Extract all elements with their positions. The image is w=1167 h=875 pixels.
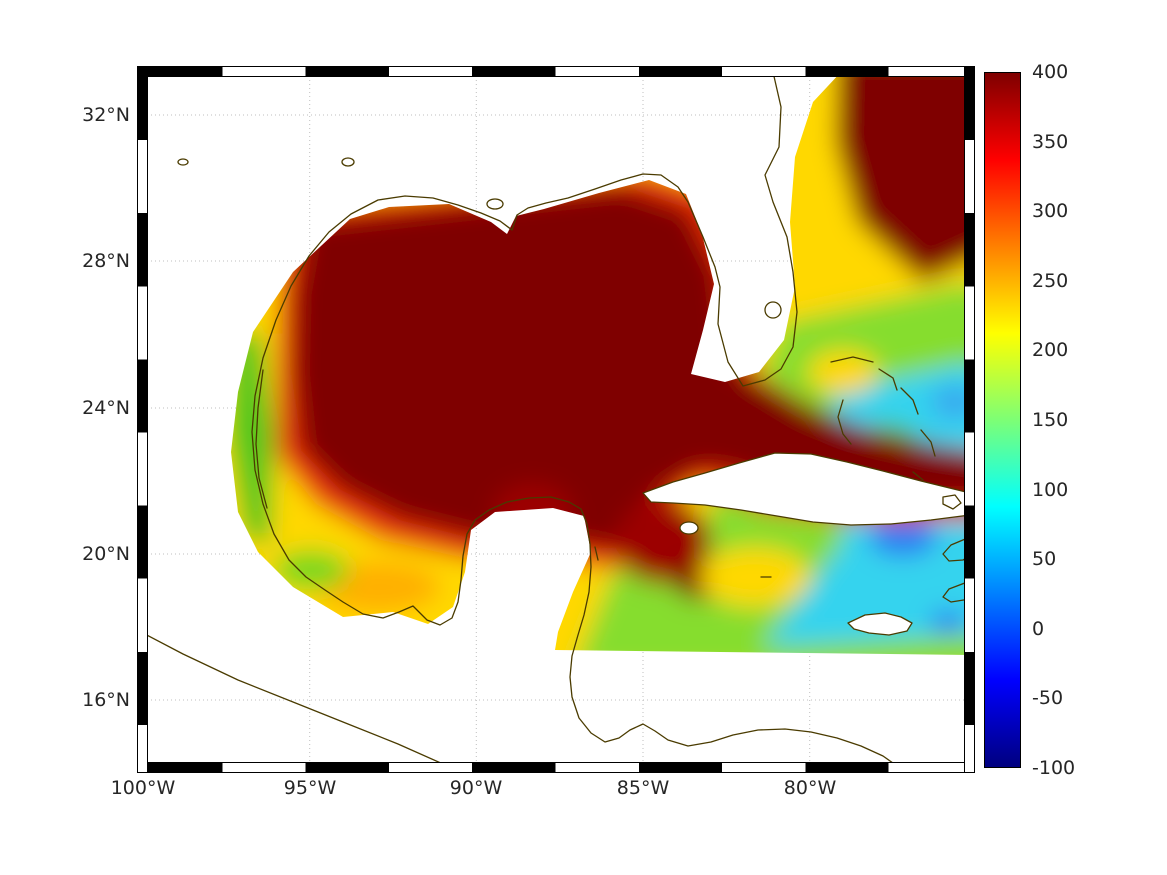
x-tick-label: 85°W <box>616 777 670 799</box>
colorbar-tick-label: 400 <box>1032 61 1069 83</box>
colorbar-tick-label: -100 <box>1032 757 1076 779</box>
lake-okeechobee <box>764 301 782 319</box>
y-tick-label: 20°N <box>82 543 130 565</box>
y-tick-label: 16°N <box>82 689 130 711</box>
bahamas-islands <box>830 356 962 510</box>
y-tick-label: 28°N <box>82 250 130 272</box>
y-tick-label: 24°N <box>82 397 130 419</box>
pacific-coastline <box>143 632 454 768</box>
map-frame-border-bottom <box>138 762 975 773</box>
cuba-island <box>642 452 970 526</box>
colorbar-tick-label: 100 <box>1032 479 1069 501</box>
colorbar-tick-label: 250 <box>1032 270 1069 292</box>
inland-lake <box>341 157 355 167</box>
colorbar-tick-label: 50 <box>1032 548 1057 570</box>
coastlines <box>143 72 970 768</box>
colorbar <box>984 72 1021 768</box>
isla-juventud <box>679 521 699 535</box>
map-frame-border-left <box>137 66 148 773</box>
mainland-coastline <box>251 72 901 768</box>
map-plot <box>143 72 970 768</box>
x-tick-label: 100°W <box>110 777 176 799</box>
colorbar-tick-label: 350 <box>1032 131 1069 153</box>
cayman-cozumel-islands <box>594 546 772 578</box>
colorbar-tick-label: 300 <box>1032 200 1069 222</box>
map-frame-border-top <box>138 66 975 77</box>
colorbar-tick-label: 150 <box>1032 409 1069 431</box>
colorbar-tick-label: 200 <box>1032 339 1069 361</box>
colorbar-tick-label: 0 <box>1032 618 1045 640</box>
data-field-heatmap <box>231 72 970 655</box>
lake-pontchartrain <box>486 198 504 210</box>
barrier-islands <box>255 369 268 509</box>
inland-lake <box>177 158 189 166</box>
x-tick-label: 90°W <box>449 777 503 799</box>
jamaica-island <box>847 612 913 636</box>
colorbar-tick-label: -50 <box>1032 687 1064 709</box>
x-tick-label: 95°W <box>283 777 337 799</box>
x-tick-label: 80°W <box>783 777 837 799</box>
map-frame-border-right <box>964 66 975 773</box>
y-tick-label: 32°N <box>82 104 130 126</box>
